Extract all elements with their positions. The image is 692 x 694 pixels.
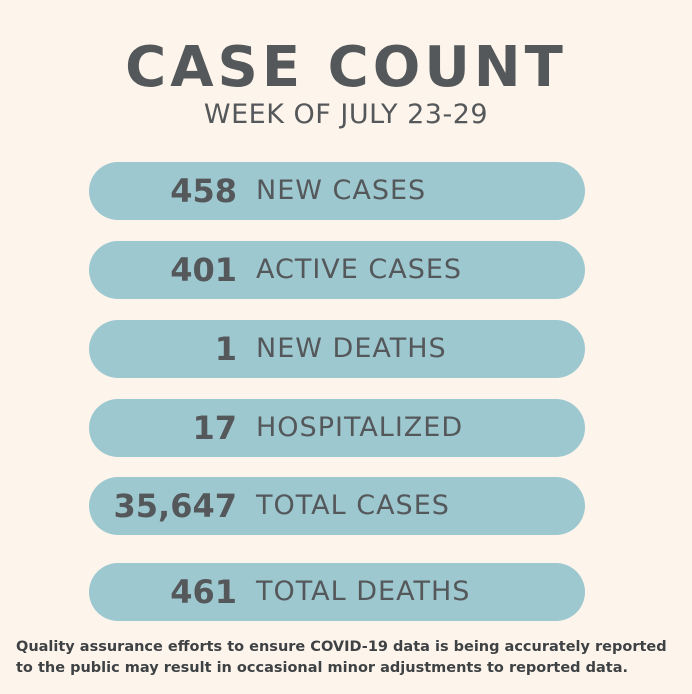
stat-label: NEW DEATHS — [256, 333, 447, 364]
stat-value: 17 — [192, 409, 237, 447]
stat-new-cases: 458 NEW CASES — [89, 162, 585, 220]
disclaimer-text: Quality assurance efforts to ensure COVI… — [16, 639, 667, 676]
stat-total-cases: 35,647 TOTAL CASES — [89, 477, 585, 535]
stat-hospitalized: 17 HOSPITALIZED — [89, 399, 585, 457]
page-title: CASE COUNT — [125, 35, 567, 100]
stat-value: 1 — [214, 330, 237, 368]
stat-value: 35,647 — [113, 487, 237, 525]
page-subtitle: WEEK OF JULY 23-29 — [203, 99, 489, 130]
stat-active-cases: 401 ACTIVE CASES — [89, 241, 585, 299]
stat-label: NEW CASES — [256, 175, 427, 206]
stat-value: 461 — [170, 573, 237, 611]
stat-new-deaths: 1 NEW DEATHS — [89, 320, 585, 378]
stat-total-deaths: 461 TOTAL DEATHS — [89, 563, 585, 621]
stat-label: TOTAL CASES — [256, 490, 450, 521]
stat-label: ACTIVE CASES — [256, 254, 463, 285]
stat-value: 458 — [170, 172, 237, 210]
stat-label: TOTAL DEATHS — [256, 576, 471, 607]
stat-value: 401 — [170, 251, 237, 289]
stat-label: HOSPITALIZED — [256, 412, 464, 443]
